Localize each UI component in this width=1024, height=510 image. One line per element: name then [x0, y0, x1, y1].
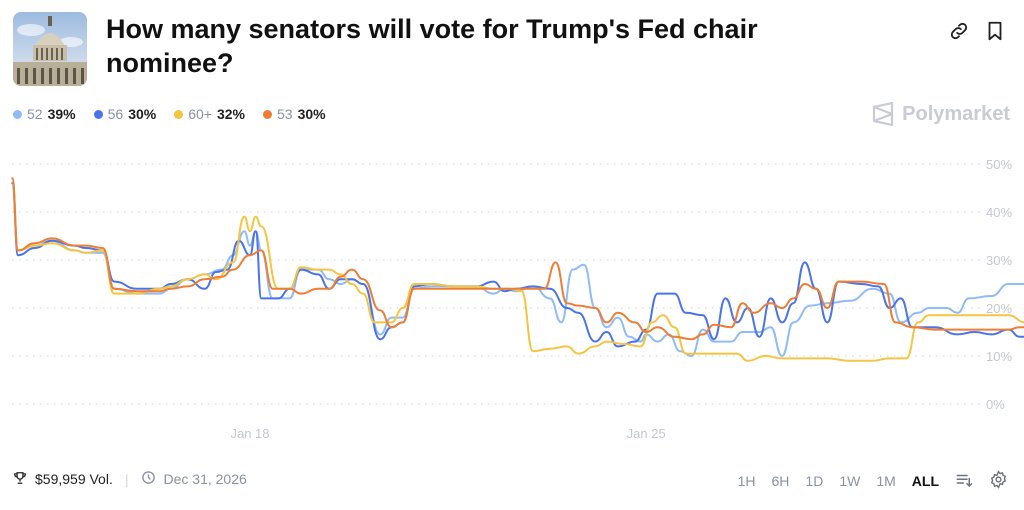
- brand-label: Polymarket: [902, 102, 1010, 125]
- capitol-building-image: [13, 12, 87, 86]
- polymarket-logo-icon: [873, 102, 894, 126]
- footer-divider: |: [124, 471, 129, 487]
- bookmark-icon[interactable]: [984, 20, 1006, 42]
- chart-legend: 52 39% 56 30% 60+ 32% 53 30%: [13, 106, 326, 122]
- range-6h[interactable]: 6H: [771, 473, 790, 489]
- range-all[interactable]: ALL: [911, 473, 939, 489]
- clock-icon: [141, 470, 156, 488]
- legend-pct: 30%: [297, 106, 326, 122]
- legend-item-53[interactable]: 53 30%: [263, 106, 326, 122]
- polymarket-brand: Polymarket: [872, 102, 1010, 126]
- range-1d[interactable]: 1D: [805, 473, 824, 489]
- legend-label: 53: [277, 106, 293, 122]
- x-tick-label: Jan 25: [627, 426, 666, 441]
- y-tick-label: 40%: [986, 205, 1012, 220]
- legend-label: 60+: [188, 106, 212, 122]
- series-line-52: [11, 177, 1024, 357]
- sort-icon[interactable]: [955, 471, 973, 492]
- legend-dot: [174, 109, 184, 119]
- market-title: How many senators will vote for Trump's …: [106, 14, 758, 78]
- legend-pct: 32%: [216, 106, 245, 122]
- y-tick-label: 30%: [986, 253, 1012, 268]
- y-tick-label: 50%: [986, 157, 1012, 172]
- legend-item-60plus[interactable]: 60+ 32%: [174, 106, 245, 122]
- end-date: Dec 31, 2026: [163, 471, 247, 487]
- y-tick-label: 20%: [986, 301, 1012, 316]
- legend-label: 52: [27, 106, 43, 122]
- volume-value: $59,959 Vol.: [35, 471, 113, 487]
- legend-pct: 30%: [128, 106, 157, 122]
- legend-item-52[interactable]: 52 39%: [13, 106, 76, 122]
- market-thumbnail: [13, 12, 87, 86]
- legend-label: 56: [107, 106, 124, 122]
- x-tick-label: Jan 18: [230, 426, 269, 441]
- trophy-icon: [13, 471, 27, 488]
- legend-pct: 39%: [47, 106, 76, 122]
- series-line-60plus: [11, 177, 1024, 362]
- series-line-53: [11, 177, 1024, 341]
- market-footer: $59,959 Vol. | Dec 31, 2026: [13, 470, 247, 488]
- range-1w[interactable]: 1W: [839, 473, 861, 489]
- legend-dot: [13, 109, 22, 119]
- settings-gear-icon[interactable]: [989, 470, 1008, 492]
- price-history-chart[interactable]: 0% 10% 20% 30% 40% 50% Jan 18 Jan 25: [0, 150, 1024, 450]
- legend-dot: [93, 109, 103, 119]
- time-range-selector: 1H 6H 1D 1W 1M ALL: [738, 470, 1008, 492]
- series-line-56: [11, 182, 1024, 348]
- legend-dot: [263, 109, 272, 119]
- y-tick-label: 10%: [986, 349, 1012, 364]
- link-icon[interactable]: [948, 20, 970, 42]
- range-1h[interactable]: 1H: [737, 473, 756, 489]
- y-tick-label: 0%: [986, 397, 1005, 412]
- range-1m[interactable]: 1M: [876, 473, 896, 489]
- legend-item-56[interactable]: 56 30%: [93, 106, 157, 122]
